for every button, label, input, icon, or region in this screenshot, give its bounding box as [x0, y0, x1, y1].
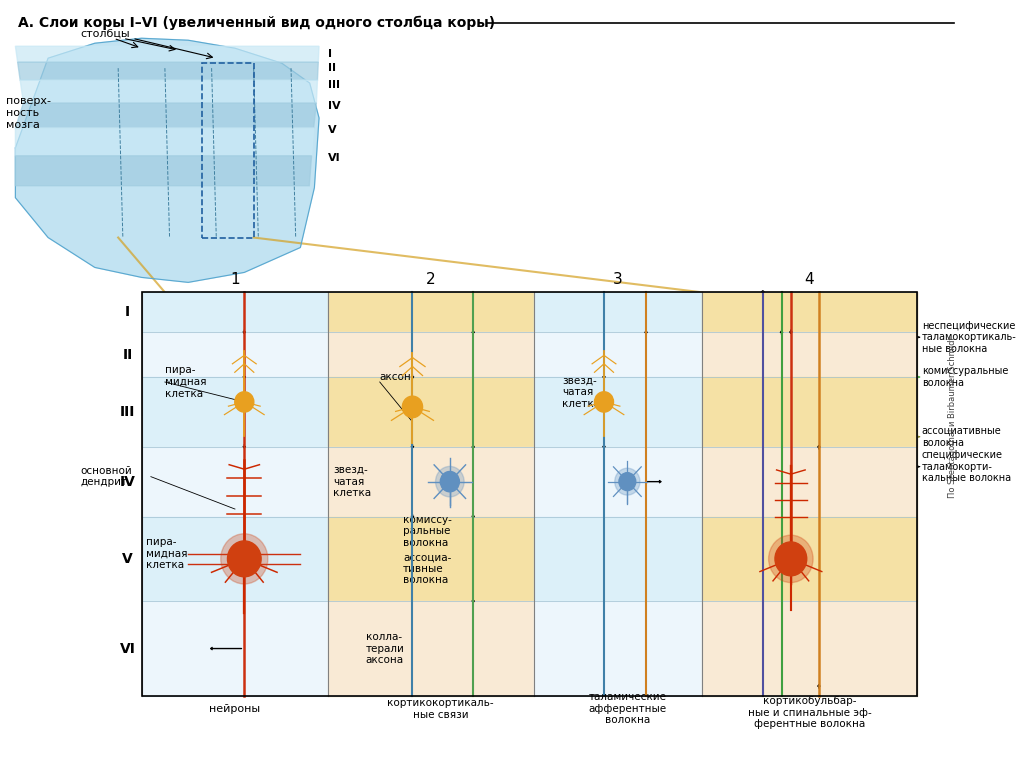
Bar [702, 516, 916, 601]
Text: V: V [122, 552, 133, 566]
Text: таламические
афферентные
волокна: таламические афферентные волокна [589, 693, 667, 726]
Circle shape [769, 535, 813, 583]
Bar [329, 446, 534, 516]
Text: нейроны: нейроны [209, 704, 260, 714]
Text: кортикокортикаль-
ные связи: кортикокортикаль- ные связи [387, 698, 494, 719]
Text: ассоциа-
тивные
волокна: ассоциа- тивные волокна [403, 552, 452, 585]
Bar [329, 377, 534, 446]
Bar [534, 377, 702, 446]
Bar [141, 446, 329, 516]
Text: звезд-
чатая
клетка: звезд- чатая клетка [333, 465, 371, 499]
Text: II: II [123, 347, 133, 361]
Text: пира-
мидная
клетка: пира- мидная клетка [165, 365, 207, 399]
Bar [141, 292, 329, 332]
Polygon shape [15, 128, 313, 156]
Bar [141, 516, 329, 601]
Polygon shape [17, 62, 318, 80]
Circle shape [618, 472, 636, 491]
Polygon shape [15, 156, 311, 186]
Bar [141, 377, 329, 446]
Circle shape [775, 542, 807, 576]
Bar [534, 292, 702, 332]
Text: комиссу-
ральные
волокна: комиссу- ральные волокна [403, 515, 452, 548]
Text: 4: 4 [805, 272, 814, 287]
Text: 1: 1 [230, 272, 240, 287]
Text: V: V [329, 125, 337, 135]
Text: VI: VI [329, 153, 341, 163]
Text: 2: 2 [426, 272, 436, 287]
Polygon shape [15, 103, 316, 128]
Bar [702, 332, 916, 377]
Text: столбцы: столбцы [81, 28, 130, 38]
Circle shape [234, 392, 254, 412]
Bar [534, 332, 702, 377]
Text: пира-
мидная
клетка: пира- мидная клетка [146, 537, 187, 571]
Text: звезд-
чатая
клетка: звезд- чатая клетка [562, 375, 600, 409]
Text: I: I [329, 49, 333, 59]
Text: кортикобульбар-
ные и спинальные эф-
ферентные волокна: кортикобульбар- ные и спинальные эф- фер… [748, 696, 871, 729]
Bar [702, 601, 916, 696]
Bar [534, 601, 702, 696]
Bar [141, 332, 329, 377]
Bar [534, 446, 702, 516]
Text: неспецифические
таламокортикаль-
ные волокна: неспецифические таламокортикаль- ные вол… [922, 321, 1017, 354]
Bar [141, 292, 916, 696]
Bar [329, 292, 534, 696]
Bar [329, 601, 534, 696]
Polygon shape [20, 80, 317, 103]
Circle shape [435, 466, 464, 497]
Circle shape [227, 541, 261, 577]
Text: специфические
таламокорти-
кальные волокна: специфические таламокорти- кальные волок… [922, 450, 1011, 483]
Text: IV: IV [120, 475, 135, 489]
Text: III: III [120, 405, 135, 419]
Bar [702, 446, 916, 516]
Circle shape [221, 534, 268, 584]
Circle shape [402, 396, 423, 418]
Text: По Szentágothai и Birbaumer/Schmidt: По Szentágothai и Birbaumer/Schmidt [948, 336, 957, 498]
Bar [329, 292, 534, 332]
Bar [329, 332, 534, 377]
Text: VI: VI [120, 641, 135, 656]
Text: А. Слои коры I–VI (увеличенный вид одного столбца коры): А. Слои коры I–VI (увеличенный вид одног… [18, 16, 496, 31]
Text: 3: 3 [613, 272, 623, 287]
Polygon shape [15, 38, 319, 282]
Text: IV: IV [329, 101, 341, 111]
Text: основной
дендрит: основной дендрит [81, 466, 132, 488]
Circle shape [440, 472, 460, 492]
Text: II: II [329, 63, 337, 73]
Bar [141, 601, 329, 696]
Circle shape [614, 468, 640, 495]
Text: I: I [125, 305, 130, 319]
Text: комиссуральные
волокна: комиссуральные волокна [922, 366, 1008, 388]
Bar [534, 516, 702, 601]
Text: ассоциативные
волокна: ассоциативные волокна [922, 426, 1001, 448]
Bar [702, 377, 916, 446]
Text: III: III [329, 80, 340, 90]
Text: аксон: аксон [380, 372, 412, 382]
Circle shape [595, 392, 613, 412]
Bar [702, 292, 916, 332]
Text: колла-
терали
аксона: колла- терали аксона [366, 632, 404, 665]
Bar [534, 292, 702, 696]
Polygon shape [15, 46, 319, 62]
Bar [203, 63, 254, 238]
Bar [702, 292, 916, 696]
Bar [141, 292, 329, 696]
Bar [329, 516, 534, 601]
Text: поверх-
ность
мозга: поверх- ность мозга [6, 96, 51, 130]
